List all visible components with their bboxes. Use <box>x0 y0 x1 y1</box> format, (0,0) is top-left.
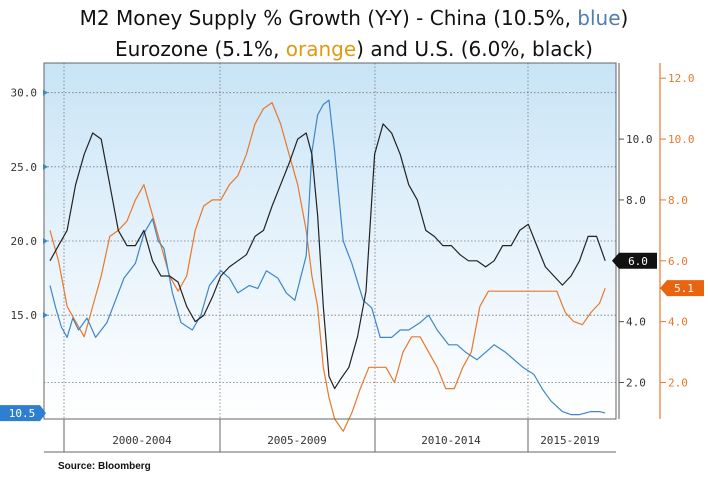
us-series-line <box>49 123 606 390</box>
series-layer <box>49 99 606 432</box>
left-tick-marker <box>43 163 48 170</box>
left-axis-tick-label: 20.0 <box>11 235 38 248</box>
right-axis-tick-label: 8.0 <box>668 194 688 207</box>
chart-title-line-2: Eurozone (5.1%, orange) and U.S. (6.0%, … <box>0 33 708 65</box>
china-series-line <box>49 99 606 416</box>
eurozone-series-line <box>49 101 606 432</box>
right-axis-tick-label: 2.0 <box>668 376 688 389</box>
right-axis-tick-label: 10.0 <box>668 133 695 146</box>
x-period-label: 2000-2004 <box>112 434 172 447</box>
left-axis-tick-label: 25.0 <box>11 161 38 174</box>
title-2-part-c: ) and U.S. (6.0%, black) <box>356 37 593 61</box>
x-period-label: 2015-2019 <box>540 434 600 447</box>
right-axis-tick-label: 12.0 <box>668 72 695 85</box>
mid-axis-tick-label: 2.0 <box>626 376 646 389</box>
title-1-part-c: ) <box>620 6 629 30</box>
title-word-orange: orange <box>285 37 357 61</box>
axes-layer: 2000-2004 2005-2009 2010-2014 2015-2019 30.0… <box>0 62 704 453</box>
us-last-value-label: 6.0 <box>628 255 648 268</box>
left-axis-tick-label: 30.0 <box>11 87 38 100</box>
left-tick-marker <box>43 312 48 319</box>
title-1-part-a: M2 Money Supply % Growth (Y-Y) - China (… <box>79 6 578 30</box>
us-last-value-tag <box>612 252 657 269</box>
right-axis-tick-label: 6.0 <box>668 255 688 268</box>
left-tick-marker <box>43 238 48 244</box>
x-period-label: 2010-2014 <box>421 434 481 447</box>
left-tick-marker <box>43 89 48 96</box>
plot-background <box>44 63 616 419</box>
grid-lines <box>44 63 616 419</box>
right-axis-tick-label: 4.0 <box>668 316 688 329</box>
mid-axis-tick-label: 10.0 <box>626 133 653 146</box>
title-2-part-a: Eurozone (5.1%, <box>115 37 286 61</box>
eurozone-last-value-tag <box>660 280 704 297</box>
china-last-value-tag <box>0 405 46 422</box>
x-period-label: 2005-2009 <box>267 434 327 447</box>
mid-axis-tick-label: 4.0 <box>626 316 646 329</box>
mid-axis-tick-label: 8.0 <box>626 194 646 207</box>
left-axis-tick-label: 15.0 <box>11 309 38 322</box>
title-word-blue: blue <box>577 6 621 30</box>
eurozone-last-value-label: 5.1 <box>674 282 694 295</box>
china-last-value-label: 10.5 <box>9 407 36 420</box>
chart-title-line-1: M2 Money Supply % Growth (Y-Y) - China (… <box>0 2 708 34</box>
source-note: Source: Bloomberg <box>58 461 151 472</box>
